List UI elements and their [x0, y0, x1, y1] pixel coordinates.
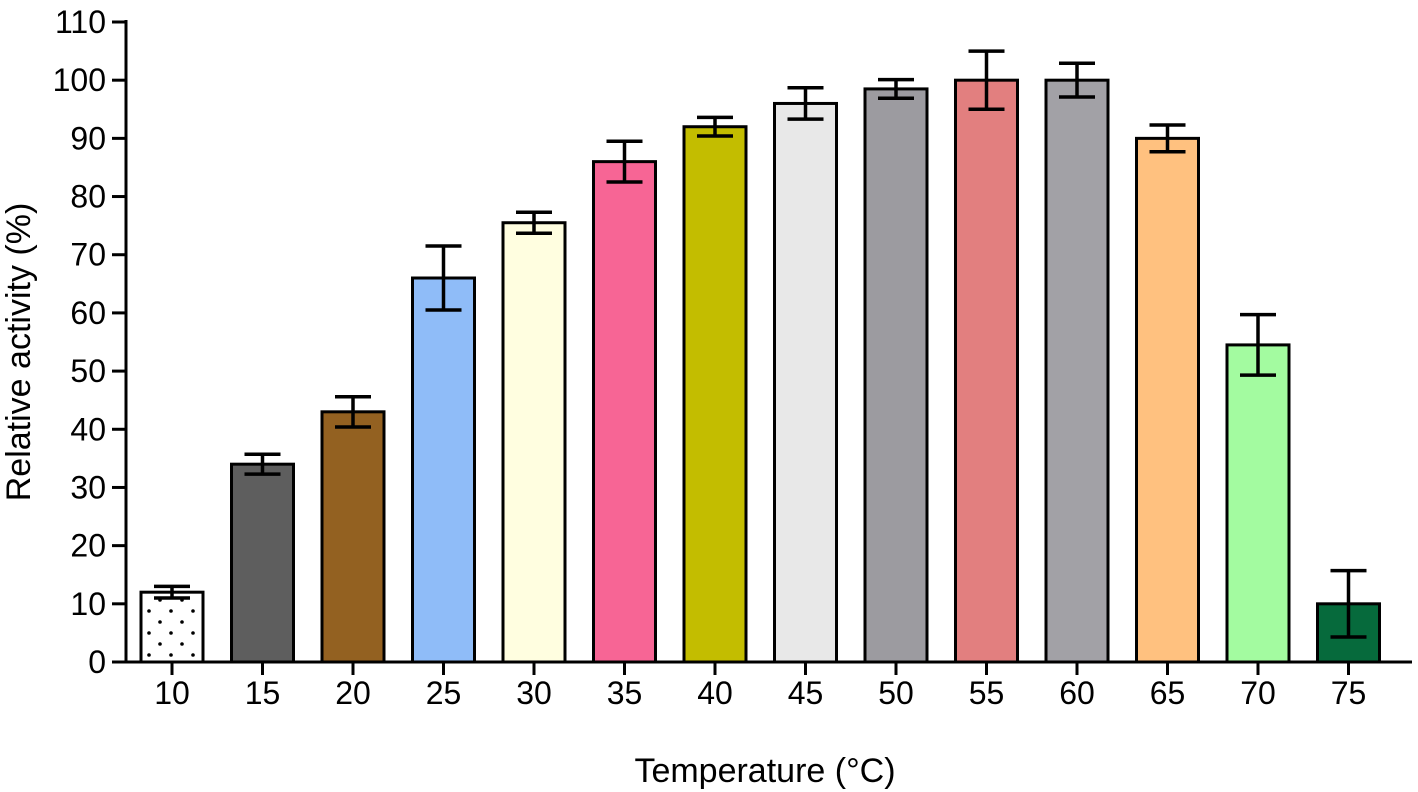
x-tick-label-75: 75	[1331, 675, 1367, 711]
y-axis-title: Relative activity (%)	[0, 203, 38, 502]
x-tick-label-50: 50	[878, 675, 914, 711]
error-bar-65	[1149, 123, 1186, 154]
x-tick-label-35: 35	[607, 675, 643, 711]
bar-50	[863, 87, 929, 664]
bar-40	[682, 125, 748, 664]
x-tick-label-65: 65	[1150, 675, 1186, 711]
x-tick-label-40: 40	[697, 675, 733, 711]
x-tick-label-10: 10	[154, 675, 190, 711]
y-tick-label-70: 70	[70, 237, 106, 273]
error-bar-25	[425, 244, 462, 312]
y-tick-label-20: 20	[70, 528, 106, 564]
x-tick-label-70: 70	[1240, 675, 1276, 711]
x-tick-label-30: 30	[516, 675, 552, 711]
bar-60	[1044, 78, 1110, 664]
y-tick-label-50: 50	[70, 353, 106, 389]
error-bar-15	[244, 452, 281, 476]
error-bar-50	[878, 77, 914, 100]
bar-30	[501, 221, 567, 664]
y-tick-label-90: 90	[70, 120, 106, 156]
error-bar-20	[335, 394, 371, 429]
error-bar-45	[787, 85, 824, 121]
error-bar-70	[1240, 312, 1276, 377]
y-tick-label-0: 0	[88, 644, 106, 680]
bar-65	[1135, 136, 1200, 664]
y-tick-label-80: 80	[70, 179, 106, 215]
bar-35	[592, 160, 657, 664]
bar-25	[411, 276, 476, 664]
x-tick-label-60: 60	[1059, 675, 1095, 711]
bar-55	[954, 78, 1019, 664]
y-tick-label-110: 110	[55, 4, 106, 40]
error-bar-55	[968, 49, 1005, 112]
x-tick-label-45: 45	[788, 675, 824, 711]
x-tick-label-20: 20	[335, 675, 371, 711]
y-tick-label-60: 60	[70, 295, 106, 331]
error-bar-30	[516, 210, 552, 235]
axes: 10 15 20 25 30 35 40 45 50 55 60 65 70 75 0 10 20 30 40 50 6…	[53, 4, 1412, 711]
y-tick-label-30: 30	[70, 469, 106, 505]
bars	[139, 78, 1381, 664]
error-bar-10	[154, 584, 190, 600]
error-bar-60	[1059, 61, 1095, 99]
x-tick-label-55: 55	[969, 675, 1005, 711]
bar-70	[1225, 343, 1291, 664]
bar-15	[230, 462, 295, 664]
bar-20	[320, 410, 386, 664]
y-tick-label-10: 10	[70, 586, 106, 622]
bar-45	[773, 101, 838, 664]
x-tick-label-15: 15	[245, 675, 281, 711]
x-tick-label-25: 25	[426, 675, 462, 711]
error-bar-35	[606, 139, 643, 184]
y-tick-label-40: 40	[70, 411, 106, 447]
x-axis-title: Temperature (°C)	[634, 752, 895, 790]
error-bars	[154, 49, 1367, 639]
error-bar-40	[697, 115, 733, 138]
bar-10	[139, 590, 205, 664]
y-tick-label-100: 100	[53, 62, 106, 98]
error-bar-75	[1330, 568, 1367, 639]
